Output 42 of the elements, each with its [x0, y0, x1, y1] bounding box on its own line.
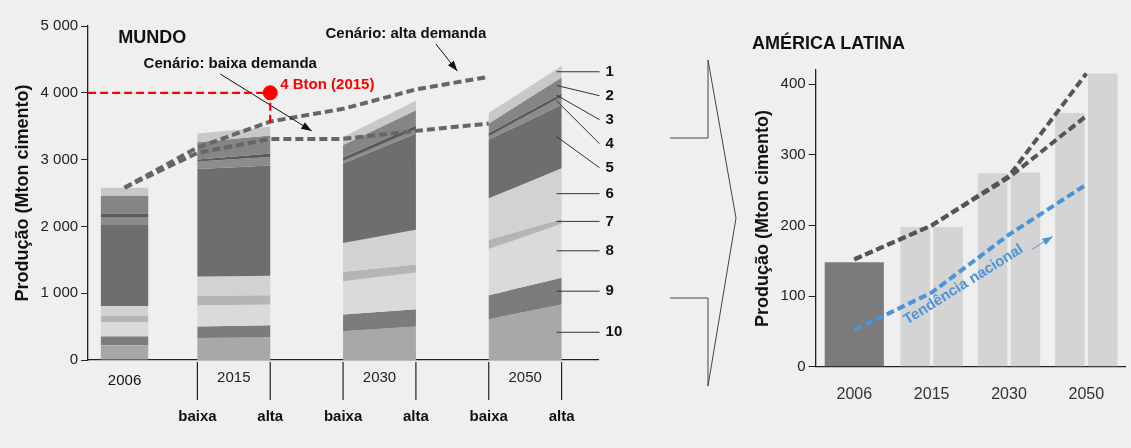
y-tick-label: 0: [797, 356, 806, 374]
x-tick-label: baixa: [178, 407, 218, 425]
x-tick-label: 2015: [913, 384, 950, 402]
text: 2030: [362, 368, 397, 386]
text: 4: [605, 133, 615, 151]
x-tick-label: 2006: [107, 371, 142, 389]
y-tick-label: 400: [780, 74, 806, 92]
x-tick-label: alta: [402, 407, 430, 425]
text: 2050: [508, 368, 542, 386]
x-tick-label: alta: [257, 407, 284, 425]
x-tick-label: alta: [548, 407, 576, 425]
text: 10: [605, 322, 623, 340]
y-tick-label: 0: [69, 350, 79, 368]
ref-line-label: 4 Bton (2015): [280, 74, 375, 92]
text: 2: [605, 85, 614, 103]
x-tick-label: baixa: [323, 407, 363, 425]
y-tick-label: 4 000: [40, 82, 79, 100]
chart-title: MUNDO: [118, 26, 187, 47]
y-tick-label: 1 000: [40, 283, 79, 301]
x-tick-label: 2030: [991, 384, 1027, 402]
x-tick-label: baixa: [469, 407, 509, 425]
y-tick-label: 5 000: [40, 16, 79, 34]
text: 5: [605, 157, 614, 175]
y-axis-title: Produção (Mton cimento): [751, 109, 772, 327]
annotation: Cenário: baixa demanda: [143, 54, 318, 72]
chart-title: AMÉRICA LATINA: [752, 31, 905, 53]
y-tick-label: 100: [780, 286, 806, 304]
annotation: Cenário: alta demanda: [325, 24, 487, 42]
text: 9: [605, 281, 614, 299]
text: 1: [605, 61, 614, 79]
y-tick-label: 2 000: [40, 216, 79, 234]
text: 3: [605, 109, 614, 127]
text: 6: [605, 183, 614, 201]
y-tick-label: 200: [780, 215, 806, 233]
text: 8: [605, 240, 614, 258]
x-tick-label: 2006: [836, 384, 873, 402]
y-tick-label: 3 000: [40, 149, 79, 167]
y-axis-title: Produção (Mton cimento): [11, 84, 32, 302]
text: 7: [605, 211, 614, 229]
text: 2015: [217, 368, 251, 386]
y-tick-label: 300: [780, 144, 806, 162]
x-tick-label: 2050: [1068, 384, 1105, 402]
